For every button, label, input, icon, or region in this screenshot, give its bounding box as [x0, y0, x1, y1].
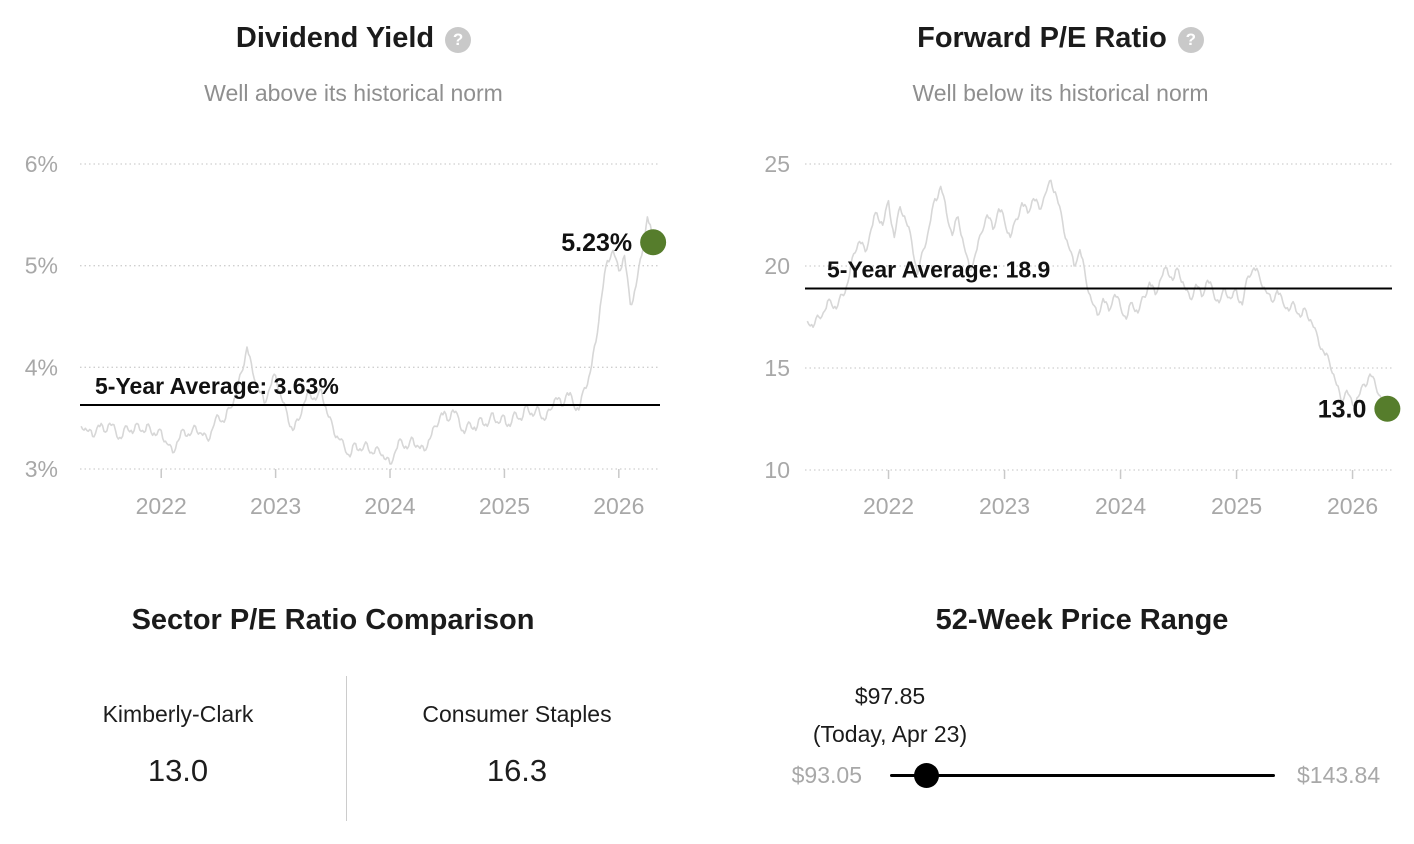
- average-label: 5-Year Average: 3.63%: [95, 373, 339, 399]
- x-tick-label: 2024: [364, 493, 415, 519]
- sector-company-name: Kimberly-Clark: [102, 701, 254, 727]
- sector-sector-value: 16.3: [486, 753, 548, 788]
- sector-sector-name: Consumer Staples: [422, 701, 612, 727]
- y-tick-label: 25: [764, 151, 790, 177]
- series-line: [806, 179, 1389, 409]
- current-value-dot: [640, 229, 667, 256]
- dividend-yield-header: Dividend Yield ?: [0, 22, 707, 55]
- x-tick-label: 2023: [250, 493, 301, 519]
- chart-title: Dividend Yield: [235, 22, 435, 54]
- help-icon[interactable]: ?: [445, 27, 472, 53]
- y-tick-label: 10: [764, 457, 790, 483]
- forward-pe-header: Forward P/E Ratio ?: [707, 22, 1414, 55]
- series-line: [80, 216, 654, 465]
- current-value-dot: [1374, 395, 1401, 422]
- column-divider: [346, 676, 347, 821]
- x-tick-label: 2022: [136, 493, 187, 519]
- current-price-note: (Today, Apr 23): [812, 721, 968, 747]
- x-tick-label: 2023: [979, 493, 1030, 519]
- y-tick-label: 5%: [25, 253, 58, 279]
- y-tick-label: 6%: [25, 151, 58, 177]
- y-tick-label: 3%: [25, 456, 58, 482]
- y-tick-label: 4%: [25, 354, 58, 380]
- chart-title: Forward P/E Ratio: [917, 22, 1167, 54]
- chart-subtitle: Well above its historical norm: [204, 80, 503, 106]
- sector-company-value: 13.0: [147, 753, 209, 788]
- y-tick-label: 15: [764, 355, 790, 381]
- sector-comparison-title: Sector P/E Ratio Comparison: [131, 604, 535, 636]
- x-tick-label: 2025: [1211, 493, 1262, 519]
- price-range-handle[interactable]: [913, 763, 939, 788]
- average-label: 5-Year Average: 18.9: [827, 256, 1050, 282]
- price-range-title: 52-Week Price Range: [935, 604, 1229, 636]
- current-value-label: 5.23%: [561, 229, 632, 257]
- y-tick-label: 20: [764, 253, 790, 279]
- price-range-track[interactable]: [890, 774, 1275, 777]
- chart-subtitle: Well below its historical norm: [912, 80, 1209, 106]
- current-price-label: $97.85: [854, 683, 926, 709]
- x-tick-label: 2024: [1095, 493, 1146, 519]
- x-tick-label: 2025: [479, 493, 530, 519]
- x-tick-label: 2022: [863, 493, 914, 519]
- current-value-label: 13.0: [1318, 395, 1367, 423]
- help-icon[interactable]: ?: [1177, 27, 1204, 53]
- x-tick-label: 2026: [593, 493, 644, 519]
- range-low-label: $93.05: [791, 762, 862, 788]
- x-tick-label: 2026: [1327, 493, 1378, 519]
- range-high-label: $143.84: [1297, 762, 1381, 788]
